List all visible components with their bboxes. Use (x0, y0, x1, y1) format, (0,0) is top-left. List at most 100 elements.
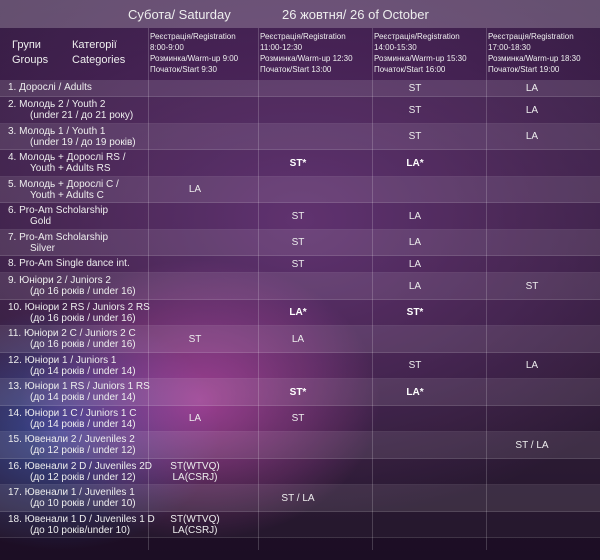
group-header: Groups (12, 54, 49, 66)
session-header: Реєстрація/Registration (374, 32, 460, 41)
row-band (0, 256, 600, 273)
cell-text: LA (408, 259, 422, 270)
cell-text: ST (188, 333, 202, 345)
cell-text: LA (525, 131, 539, 143)
group-header: Групи (12, 39, 41, 51)
group-label: 18. Ювенали 1 D / Juveniles 1 D (8, 513, 155, 525)
cell-text: ST / LA (515, 439, 549, 451)
row-band (0, 432, 600, 459)
cell-text: ST* (289, 157, 307, 169)
cell-text: LA(CSRJ) (172, 524, 218, 536)
cell-text: LA* (289, 307, 307, 319)
row-band (0, 511, 600, 538)
cell-text: ST (291, 259, 305, 270)
day-title: Субота/ Saturday (128, 7, 231, 22)
group-label: (до 14 років / under 14) (30, 418, 136, 430)
row-band (0, 485, 600, 512)
group-label: 11. Юніори 2 C / Juniors 2 C (8, 328, 136, 339)
cell-text: ST* (406, 307, 424, 319)
session-header: Початок/Start 13:00 (260, 65, 332, 74)
group-label: 4. Молодь + Дорослі RS / (8, 152, 126, 163)
group-label: (under 19 / до 19 років) (30, 136, 136, 148)
group-label: Silver (30, 242, 56, 254)
group-label: (до 16 років / under 16) (30, 312, 136, 324)
cell-text: ST / LA (281, 492, 315, 504)
group-label: 16. Ювенали 2 D / Juveniles 2D (8, 460, 152, 472)
row-band (0, 352, 600, 379)
category-header: Категорії (72, 39, 117, 51)
column-divider (148, 28, 149, 550)
cell-text: LA (188, 184, 202, 196)
group-label: 7. Pro-Am Scholarship (8, 231, 109, 243)
cell-text: LA* (406, 157, 424, 169)
session-header: 11:00-12:30 (260, 43, 303, 52)
session-header: Початок/Start 19:00 (488, 65, 560, 74)
cell-text: ST (291, 413, 305, 425)
group-label: 15. Ювенали 2 / Juveniles 2 (8, 434, 135, 445)
cell-text: ST (408, 104, 422, 116)
row-band (0, 458, 600, 485)
column-divider (372, 28, 373, 550)
group-label: 10. Юніори 2 RS / Juniors 2 RS (8, 301, 150, 313)
cell-text: ST(WTVQ) (170, 460, 220, 472)
cell-text: LA (408, 237, 422, 249)
row-band (0, 379, 600, 406)
group-label: Gold (30, 216, 52, 227)
row-band (0, 229, 600, 256)
cell-text: LA (408, 280, 422, 292)
row-band (0, 150, 600, 177)
cell-text: LA (408, 210, 422, 222)
group-label: Youth + Adults C (30, 189, 104, 201)
session-header: Початок/Start 9:30 (150, 65, 217, 74)
cell-text: ST* (289, 386, 307, 398)
title-bar (0, 0, 600, 28)
category-header: Categories (72, 54, 126, 66)
row-band (0, 273, 600, 300)
column-divider (486, 28, 487, 550)
session-header: Реєстрація/Registration (488, 32, 574, 41)
row-band (0, 203, 600, 230)
cell-text: ST(WTVQ) (170, 513, 220, 525)
cell-text: LA (525, 83, 539, 94)
group-label: 14. Юніори 1 C / Juniors 1 C (8, 407, 137, 419)
cell-text: LA (291, 333, 305, 345)
session-header: Розминка/Warm-up 12:30 (260, 54, 353, 63)
session-header: Розминка/Warm-up 18:30 (488, 54, 581, 63)
session-header: Реєстрація/Registration (150, 32, 236, 41)
cell-text: LA (525, 360, 539, 372)
session-header: Реєстрація/Registration (260, 32, 346, 41)
row-band (0, 80, 600, 97)
group-label: 17. Ювенали 1 / Juveniles 1 (8, 487, 135, 498)
date-title: 26 жовтня/ 26 of October (282, 7, 429, 22)
row-band (0, 405, 600, 432)
session-header: Розминка/Warm-up 15:30 (374, 54, 467, 63)
row-band (0, 123, 600, 150)
column-divider (258, 28, 259, 550)
cell-text: ST (408, 131, 422, 143)
group-label: 2. Молодь 2 / Youth 2 (8, 99, 106, 110)
group-label: (under 21 / до 21 року) (30, 110, 134, 121)
row-band (0, 97, 600, 124)
cell-text: LA(CSRJ) (172, 471, 218, 483)
group-label: (до 12 років / under 12) (30, 445, 136, 456)
group-label: (до 12 років / under 12) (30, 471, 136, 483)
group-label: (до 14 років / under 14) (30, 392, 136, 403)
group-label: 12. Юніори 1 / Juniors 1 (8, 354, 117, 366)
group-label: 3. Молодь 1 / Youth 1 (8, 125, 106, 137)
group-label: (до 16 років / under 16) (30, 339, 136, 350)
group-label: 6. Pro-Am Scholarship (8, 205, 109, 216)
group-label: (до 10 років/under 10) (30, 524, 131, 536)
row-band (0, 326, 600, 353)
group-label: 8. Pro-Am Single dance int. (8, 258, 130, 269)
group-label: (до 14 років / under 14) (30, 365, 136, 377)
group-label: 9. Юніори 2 / Juniors 2 (8, 275, 111, 286)
cell-text: ST (525, 280, 539, 292)
row-band (0, 299, 600, 326)
cell-text: ST (408, 83, 422, 94)
group-label: (до 10 років / under 10) (30, 498, 136, 509)
group-label: (до 16 років / under 16) (30, 286, 136, 297)
session-header: 8:00-9:00 (150, 43, 184, 52)
session-header: 17:00-18:30 (488, 43, 531, 52)
row-band (0, 176, 600, 203)
